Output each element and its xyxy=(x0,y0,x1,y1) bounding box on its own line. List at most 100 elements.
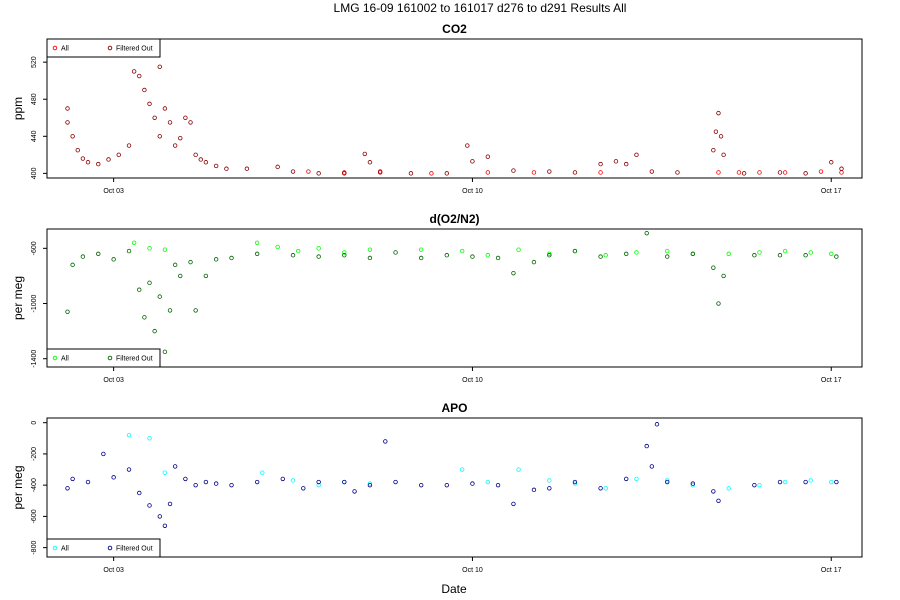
data-point xyxy=(741,171,747,176)
data-point xyxy=(644,443,649,449)
data-point xyxy=(757,170,762,175)
data-point xyxy=(598,170,603,175)
data-point xyxy=(547,251,552,257)
data-point xyxy=(531,487,537,493)
data-point xyxy=(280,476,285,482)
legend-marker-0 xyxy=(52,545,58,551)
series-1 xyxy=(65,64,844,176)
data-point xyxy=(665,479,670,485)
data-point xyxy=(131,69,137,74)
data-point xyxy=(316,246,321,251)
data-point xyxy=(624,161,629,167)
y-tick-label: -200 xyxy=(31,447,38,461)
data-point xyxy=(137,287,142,292)
data-point xyxy=(690,481,696,486)
data-point xyxy=(157,514,162,519)
legend-marker-1 xyxy=(107,355,113,361)
data-point xyxy=(829,479,834,485)
data-point xyxy=(162,470,168,475)
data-point xyxy=(142,315,147,320)
data-point xyxy=(531,259,537,265)
y-tick-label: 480 xyxy=(31,93,38,105)
legend-marker-1 xyxy=(107,545,113,551)
data-point xyxy=(736,170,742,175)
data-point xyxy=(167,501,173,507)
series-0 xyxy=(126,432,834,491)
data-point xyxy=(624,251,629,257)
plot-frame xyxy=(46,38,863,179)
data-point xyxy=(188,259,193,265)
data-point xyxy=(203,479,209,485)
y-tick-label: -800 xyxy=(31,541,38,555)
data-point xyxy=(126,467,132,472)
data-point xyxy=(178,135,183,141)
data-point xyxy=(808,478,813,483)
data-point xyxy=(152,328,157,334)
data-point xyxy=(254,479,260,485)
data-point xyxy=(116,152,121,158)
data-point xyxy=(162,349,168,355)
data-point xyxy=(634,476,639,482)
data-point xyxy=(716,301,721,306)
data-point xyxy=(718,134,724,139)
data-point xyxy=(485,154,491,159)
data-point xyxy=(131,240,137,245)
data-point xyxy=(254,240,260,245)
y-axis-label: per meg xyxy=(11,465,25,509)
data-point xyxy=(495,255,501,261)
data-point xyxy=(547,478,552,483)
data-point xyxy=(665,478,670,483)
data-point xyxy=(603,253,608,258)
data-point xyxy=(111,257,116,262)
data-point xyxy=(383,439,388,444)
data-point xyxy=(757,482,762,488)
x-tick-label: Oct 17 xyxy=(821,377,842,384)
data-point xyxy=(147,246,152,251)
data-point xyxy=(418,255,424,261)
data-point xyxy=(75,147,80,153)
data-point xyxy=(80,254,86,259)
data-point xyxy=(713,129,719,134)
data-point xyxy=(377,169,383,174)
data-point xyxy=(342,253,347,258)
data-point xyxy=(316,171,321,176)
data-point xyxy=(316,479,321,485)
data-point xyxy=(172,262,178,268)
data-point xyxy=(147,280,152,286)
data-point xyxy=(649,169,655,174)
data-point xyxy=(213,163,219,169)
data-point xyxy=(167,120,173,125)
data-point xyxy=(147,436,152,441)
y-tick-label: -600 xyxy=(31,241,38,255)
data-point xyxy=(188,120,193,125)
data-point xyxy=(572,481,578,486)
data-point xyxy=(306,169,311,174)
legend-marker-0 xyxy=(52,45,58,51)
data-point xyxy=(65,106,70,111)
y-tick-label: 0 xyxy=(31,421,38,425)
data-point xyxy=(711,489,716,494)
panel-title: d(O2/N2) xyxy=(429,212,479,226)
data-point xyxy=(162,106,168,111)
data-point xyxy=(290,478,296,483)
data-point xyxy=(147,503,152,508)
legend-marker-0 xyxy=(52,355,58,361)
data-point xyxy=(193,482,198,488)
data-point xyxy=(547,169,552,174)
data-point xyxy=(162,247,168,252)
data-points xyxy=(65,230,839,355)
data-point xyxy=(470,254,475,259)
x-tick-label: Oct 17 xyxy=(821,188,842,195)
data-point xyxy=(418,247,424,252)
data-point xyxy=(301,486,306,491)
data-point xyxy=(367,482,373,488)
data-point xyxy=(444,253,450,258)
data-point xyxy=(342,250,347,255)
data-point xyxy=(367,247,373,252)
y-axis-label: per meg xyxy=(11,276,25,320)
legend: All Filtered Out xyxy=(46,538,161,558)
data-point xyxy=(137,73,142,79)
plot-frame xyxy=(46,417,863,558)
data-point xyxy=(316,254,321,259)
data-point xyxy=(675,170,680,175)
